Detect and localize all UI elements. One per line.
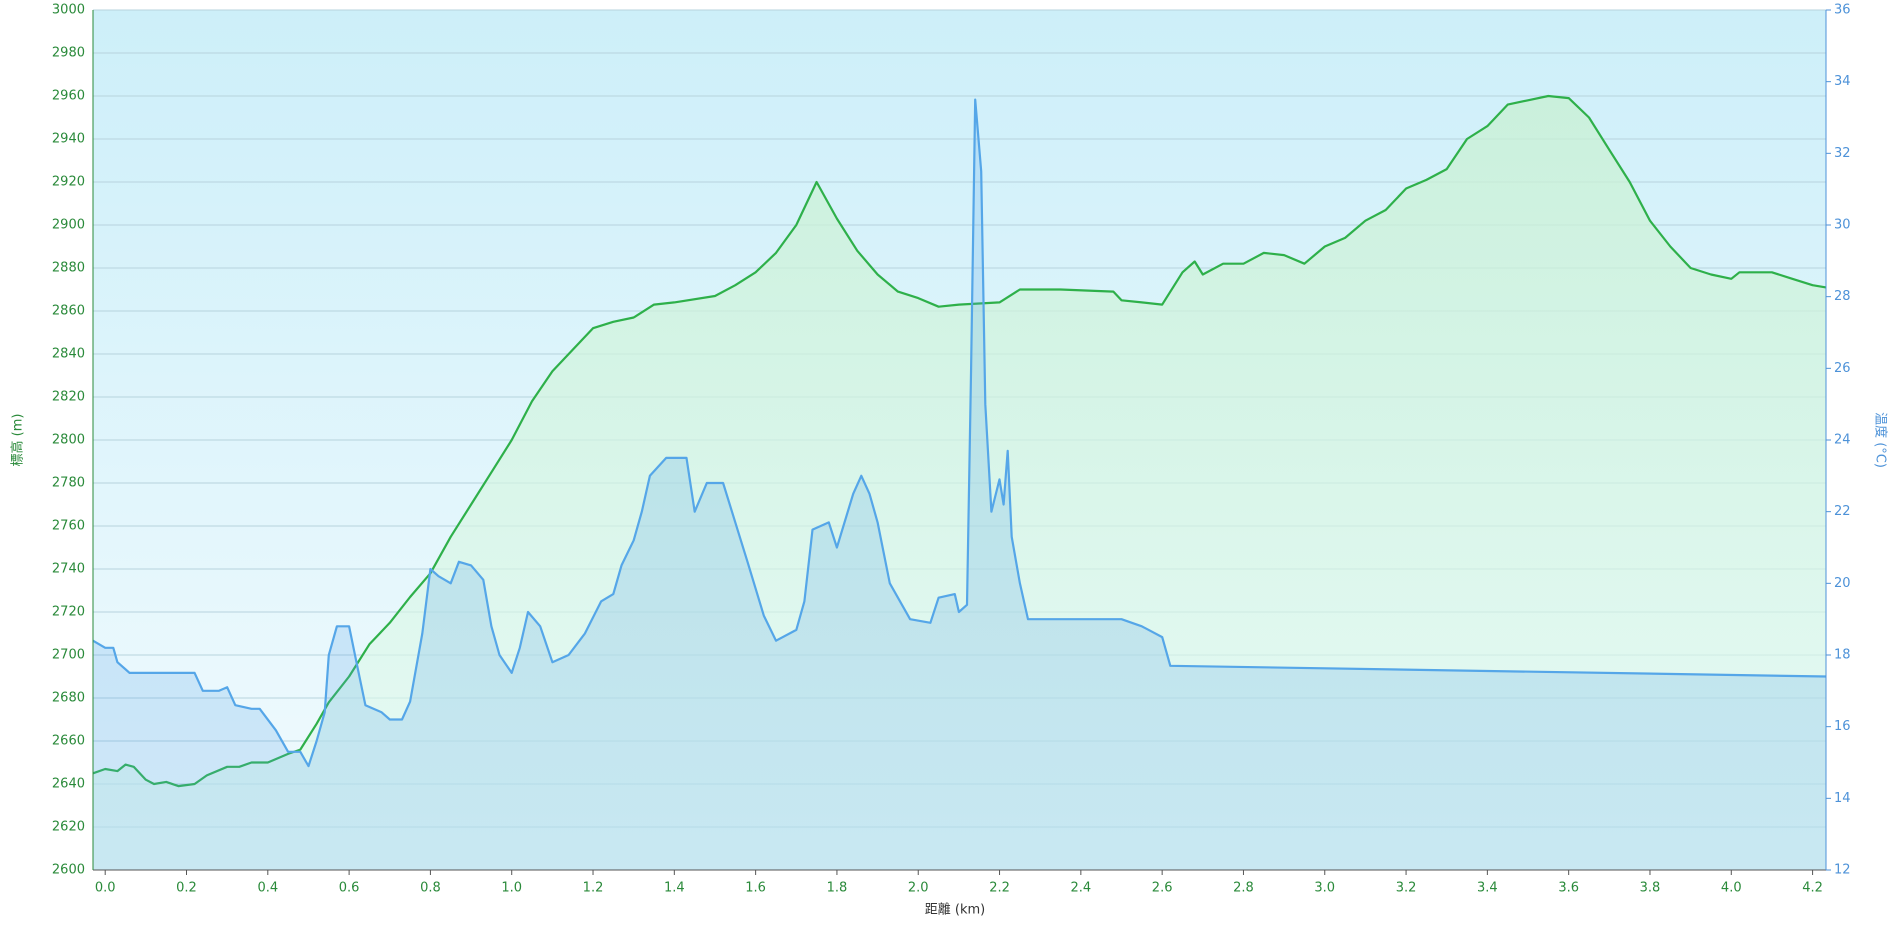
y-tick-label: 3000 — [52, 3, 85, 18]
y2-tick-label: 34 — [1834, 74, 1851, 89]
x-tick-label: 0.6 — [339, 881, 360, 896]
x-tick-label: 1.0 — [501, 881, 522, 896]
y-tick-label: 2800 — [52, 433, 85, 448]
x-tick-label: 3.4 — [1477, 881, 1498, 896]
x-tick-label: 2.8 — [1233, 881, 1254, 896]
x-tick-label: 1.2 — [583, 881, 604, 896]
y2-tick-label: 36 — [1834, 3, 1851, 18]
y2-tick-label: 28 — [1834, 289, 1851, 304]
y-axis-title: 標高 (m) — [10, 414, 26, 467]
x-tick-label: 2.6 — [1152, 881, 1173, 896]
y2-tick-label: 22 — [1834, 504, 1851, 519]
y-tick-label: 2600 — [52, 863, 85, 878]
x-tick-label: 3.8 — [1640, 881, 1661, 896]
x-tick-label: 0.4 — [257, 881, 278, 896]
x-tick-label: 1.6 — [745, 881, 766, 896]
area-fill — [93, 96, 1826, 870]
y-tick-label: 2700 — [52, 648, 85, 663]
y2-axis-title: 温度 (°C) — [1873, 412, 1889, 468]
y-tick-label: 2980 — [52, 46, 85, 61]
series-line — [92, 98, 1827, 768]
x-tick-label: 0.8 — [420, 881, 441, 896]
y-tick-label: 2620 — [52, 820, 85, 835]
y2-tick-label: 14 — [1834, 791, 1851, 806]
y2-tick-label: 16 — [1834, 719, 1851, 734]
x-tick-label: 4.0 — [1721, 881, 1742, 896]
x-tick-label: 1.4 — [664, 881, 685, 896]
x-tick-label: 0.2 — [176, 881, 197, 896]
y-tick-label: 2820 — [52, 390, 85, 405]
y-tick-label: 2760 — [52, 519, 85, 534]
x-tick-label: 2.4 — [1071, 881, 1092, 896]
x-tick-label: 3.2 — [1396, 881, 1417, 896]
y2-tick-label: 24 — [1834, 433, 1851, 448]
y2-tick-label: 32 — [1834, 146, 1851, 161]
y-tick-label: 2680 — [52, 691, 85, 706]
y-tick-label: 2880 — [52, 261, 85, 276]
y-tick-label: 2640 — [52, 777, 85, 792]
x-tick-label: 2.2 — [989, 881, 1010, 896]
x-tick-label: 1.8 — [827, 881, 848, 896]
x-tick-label: 0.0 — [95, 881, 116, 896]
y-tick-label: 2740 — [52, 562, 85, 577]
series-line — [92, 94, 1827, 788]
y-tick-label: 2840 — [52, 347, 85, 362]
y-tick-label: 2900 — [52, 218, 85, 233]
y-tick-label: 2920 — [52, 175, 85, 190]
y2-tick-label: 20 — [1834, 576, 1851, 591]
x-tick-label: 3.6 — [1558, 881, 1579, 896]
y-tick-label: 2720 — [52, 605, 85, 620]
y2-tick-label: 26 — [1834, 361, 1851, 376]
y2-tick-label: 12 — [1834, 863, 1851, 878]
x-tick-label: 4.2 — [1802, 881, 1823, 896]
x-axis-title: 距離 (km) — [925, 903, 985, 918]
y-tick-label: 2960 — [52, 89, 85, 104]
y2-tick-label: 30 — [1834, 218, 1851, 233]
y2-tick-label: 18 — [1834, 648, 1851, 663]
x-tick-label: 3.0 — [1314, 881, 1335, 896]
y-tick-label: 2780 — [52, 476, 85, 491]
y-tick-label: 2940 — [52, 132, 85, 147]
y-tick-label: 2860 — [52, 304, 85, 319]
area-fill — [93, 99, 1826, 871]
x-tick-label: 2.0 — [908, 881, 929, 896]
y-tick-label: 2660 — [52, 734, 85, 749]
